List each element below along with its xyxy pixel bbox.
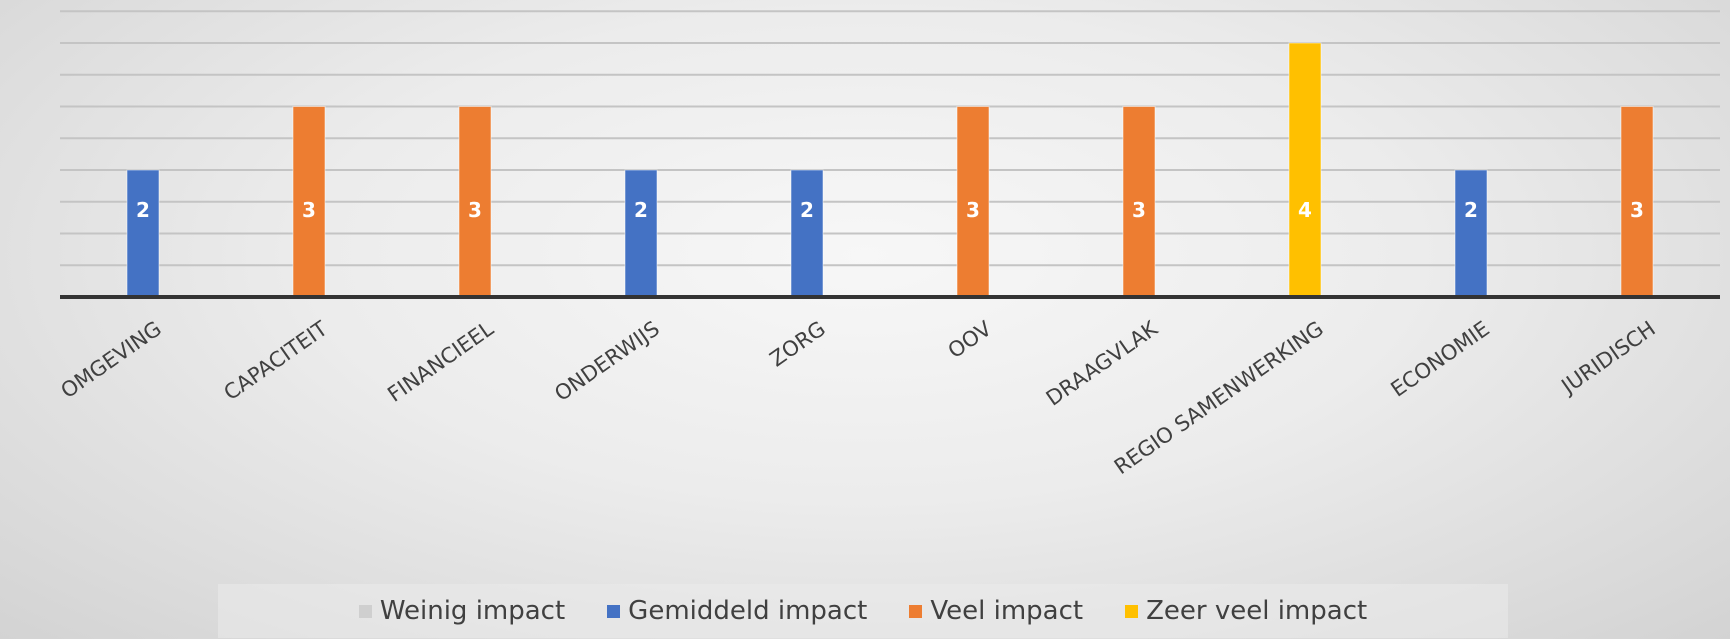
data-label: 4 <box>1298 198 1312 222</box>
bar-economie <box>1454 169 1488 298</box>
x-tick-label: OOV <box>944 316 997 363</box>
x-tick-label: ECONOMIE <box>1386 316 1493 401</box>
legend-swatch <box>607 604 621 618</box>
data-label: 2 <box>1464 198 1478 222</box>
legend: Weinig impact Gemiddeld impact Veel impact… <box>218 584 1508 638</box>
legend-item: Veel impact <box>909 596 1083 626</box>
bar-zorg <box>790 169 824 298</box>
x-tick-label: CAPACITEIT <box>220 316 332 405</box>
bars: 2 3 3 2 2 3 3 4 2 3 <box>126 42 1654 298</box>
x-tick-label: ONDERWIJS <box>550 316 664 406</box>
legend-label: Gemiddeld impact <box>628 596 868 626</box>
legend-label: Zeer veel impact <box>1146 596 1368 626</box>
data-label: 3 <box>1630 198 1644 222</box>
legend-item: Zeer veel impact <box>1125 596 1367 626</box>
data-label: 3 <box>302 198 316 222</box>
data-label: 2 <box>136 198 150 222</box>
x-tick-labels: OMGEVING CAPACITEIT FINANCIEEL ONDERWIJS ZOR… <box>56 316 1659 479</box>
bar-onderwijs <box>624 169 658 298</box>
bar-juridisch <box>1620 106 1654 298</box>
x-tick-label: ZORG <box>765 316 829 371</box>
x-tick-label: OMGEVING <box>56 316 165 403</box>
x-tick-label: DRAAGVLAK <box>1042 316 1163 411</box>
data-label: 3 <box>966 198 980 222</box>
legend-label: Weinig impact <box>379 596 566 626</box>
data-label: 3 <box>1132 198 1146 222</box>
bar-capaciteit <box>292 106 326 298</box>
bar-oov <box>956 106 990 298</box>
bar-omgeving <box>126 169 160 298</box>
bar-financieel <box>458 106 492 298</box>
x-tick-label: FINANCIEEL <box>383 316 498 406</box>
data-label: 3 <box>468 198 482 222</box>
bar-regio-samenwerking <box>1288 42 1322 298</box>
x-tick-label: JURIDISCH <box>1556 316 1660 399</box>
legend-swatch <box>358 604 372 618</box>
gridlines <box>60 10 1720 267</box>
legend-swatch <box>1125 604 1139 618</box>
legend-item: Gemiddeld impact <box>607 596 867 626</box>
bar-draagvlak <box>1122 106 1156 298</box>
data-label: 2 <box>800 198 814 222</box>
legend-swatch <box>909 604 923 618</box>
data-label: 2 <box>634 198 648 222</box>
legend-item: Weinig impact <box>358 596 566 626</box>
legend-label: Veel impact <box>930 596 1084 626</box>
